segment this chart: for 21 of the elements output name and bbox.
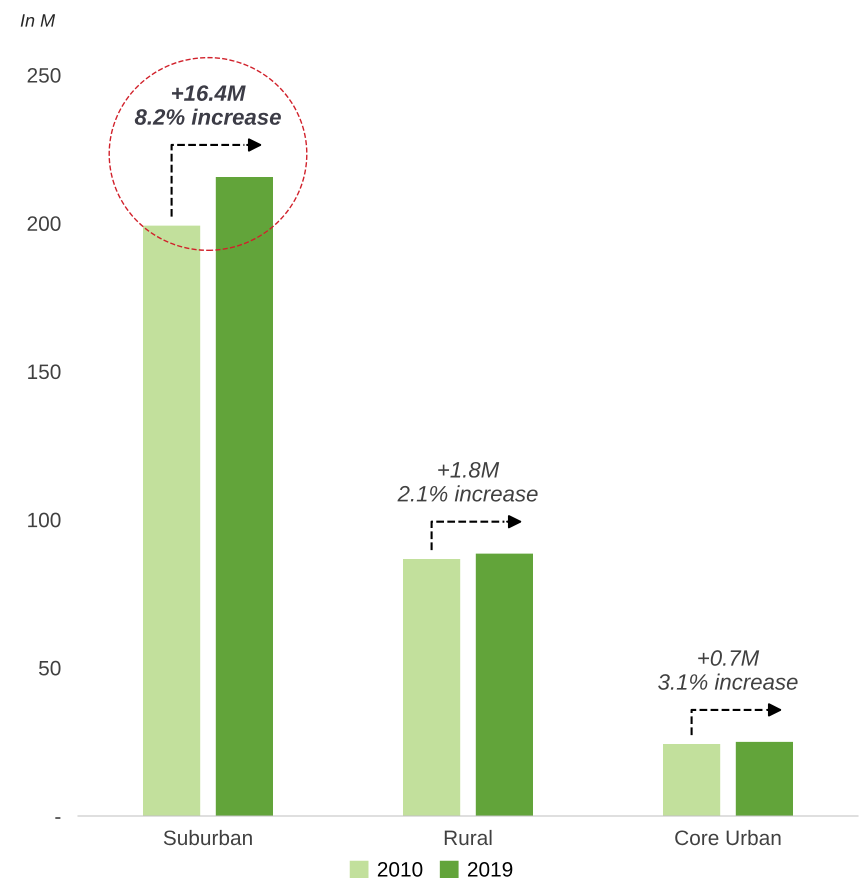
bar: [736, 742, 793, 816]
bar: [216, 176, 273, 816]
y-tick-label: -: [55, 817, 60, 819]
x-tick-label: Core Urban: [675, 830, 780, 846]
y-axis-title: In M: [20, 14, 56, 27]
bar: [143, 226, 200, 816]
legend-label: 2010: [378, 862, 422, 877]
x-tick-label: Suburban: [164, 830, 252, 846]
y-tick-label: 100: [28, 512, 61, 528]
y-tick-label: 250: [28, 68, 61, 83]
bar: [663, 744, 720, 816]
x-tick-label: Rural: [444, 830, 492, 846]
bar: [476, 554, 533, 816]
y-tick-label: 50: [38, 660, 61, 676]
legend-label: 2019: [468, 862, 512, 877]
y-tick-label: 200: [28, 216, 61, 231]
annotation: +16.4M 8.2% increase: [134, 85, 281, 125]
annotation: +1.8M 2.1% increase: [397, 462, 538, 502]
bar: [403, 559, 460, 816]
y-tick-label: 150: [28, 364, 61, 380]
annotation: +0.7M 3.1% increase: [658, 650, 798, 690]
